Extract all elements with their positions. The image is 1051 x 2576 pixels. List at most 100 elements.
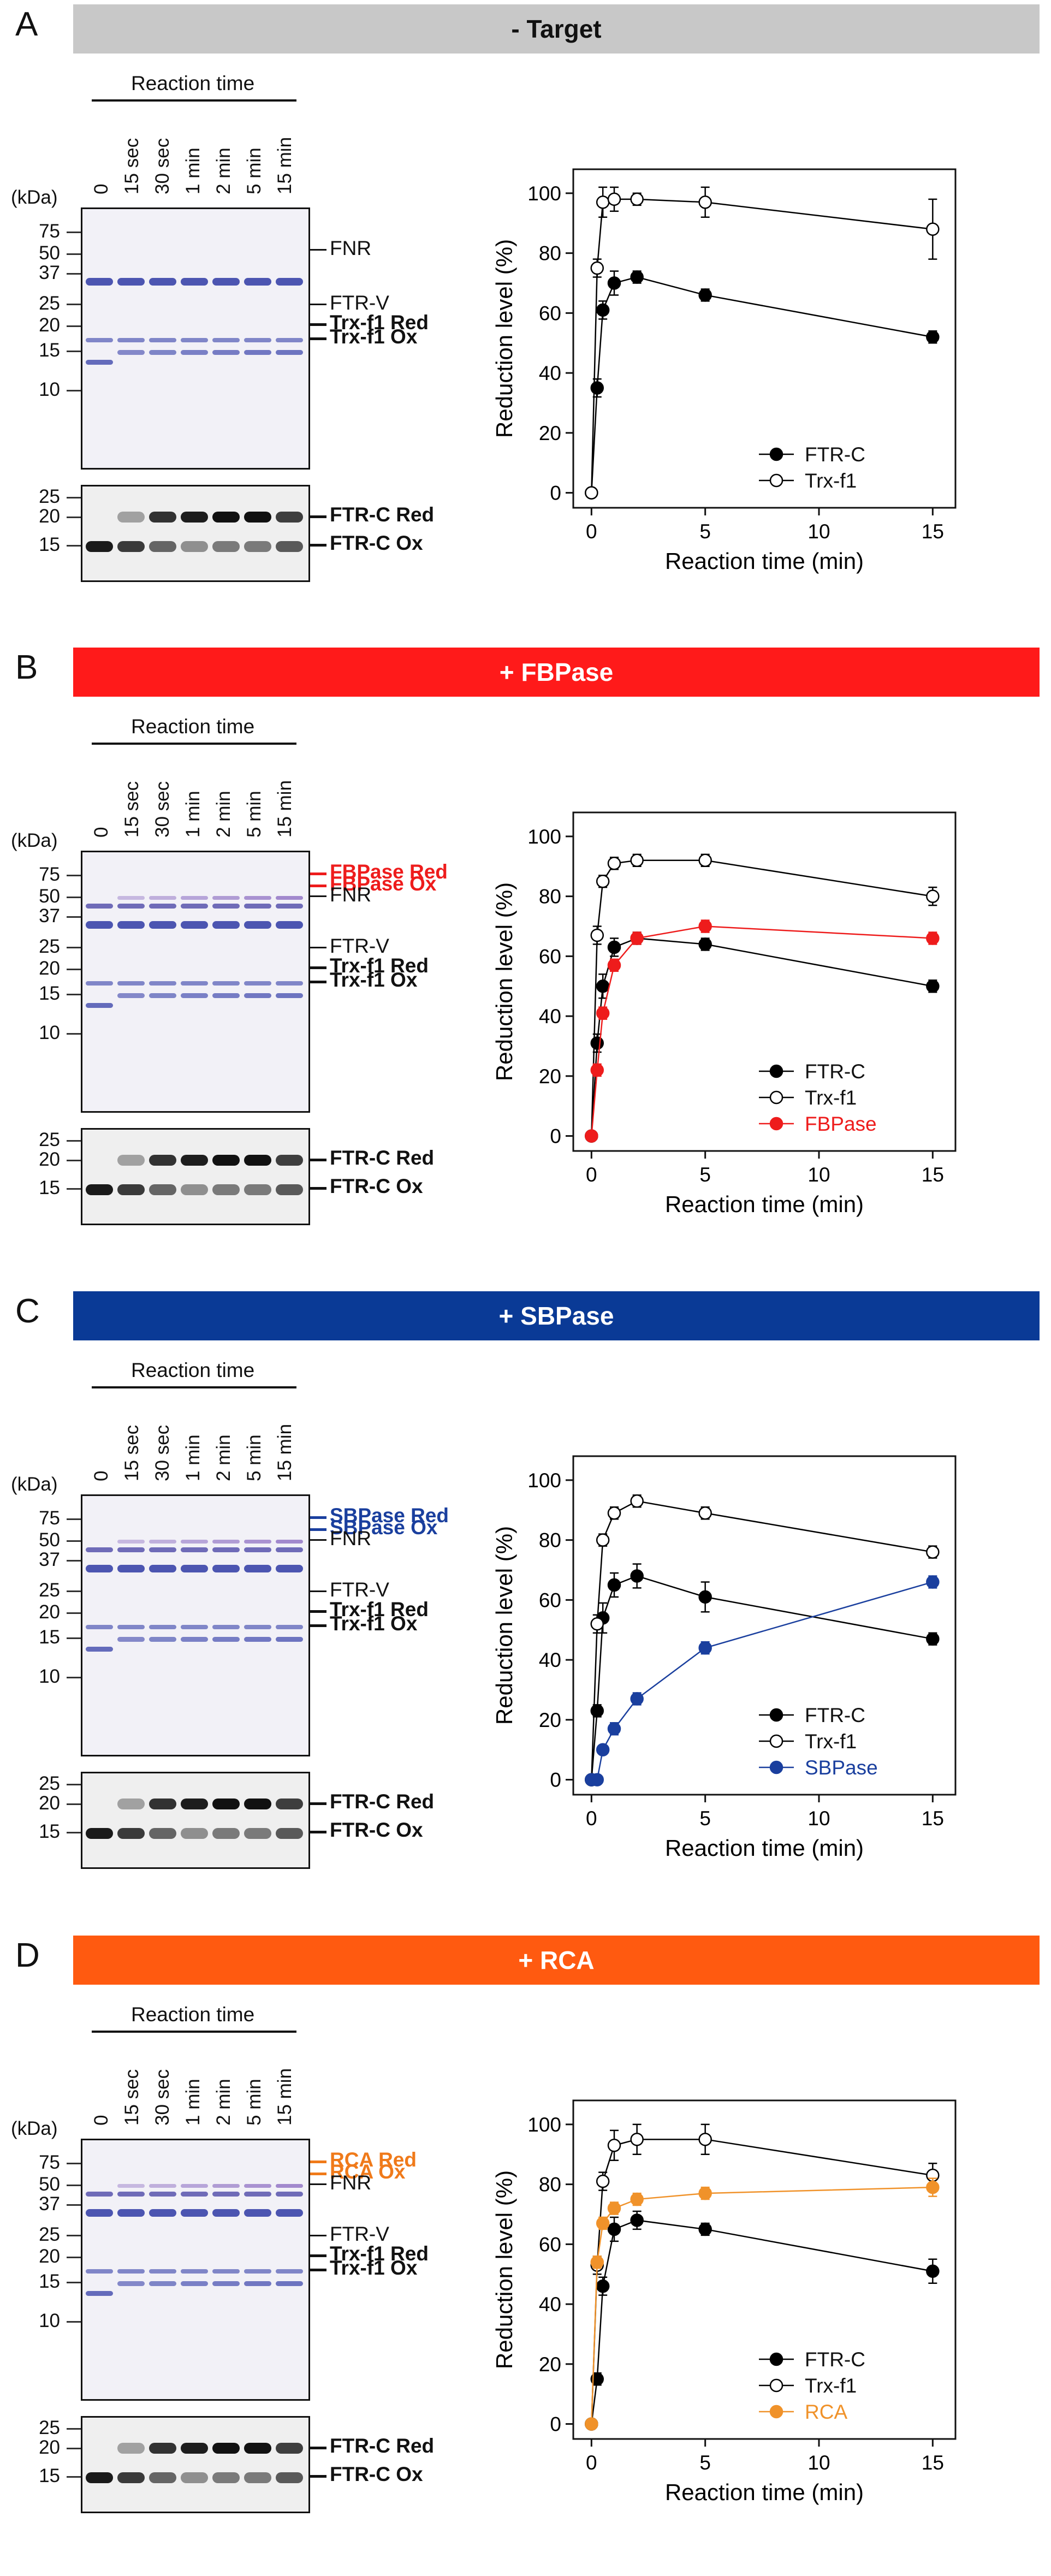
blot-mw-marker: 20 [8,1149,82,1171]
x-tick-label: 15 [922,2452,944,2474]
ftr-v-band [181,1625,208,1629]
gel-figure: Reaction time 0 15 sec 30 sec 1 min 2 min 5 mi… [0,1352,491,1926]
trx-red-band [181,993,208,998]
ftr-v-band [276,338,303,342]
data-point [630,2192,644,2206]
series-FBPase [585,919,940,1143]
data-point [590,261,604,275]
plot-frame [572,811,957,1152]
target-red-band [117,896,145,900]
y-tick-label: 20 [539,1065,561,1088]
y-tick-label: 80 [539,1529,561,1552]
data-point [926,1575,940,1589]
y-tick-label: 100 [527,826,561,848]
ftr-v-band [86,2269,113,2274]
data-point [607,276,621,290]
data-point [698,2186,712,2200]
band-tick [310,872,326,875]
ftr-c-red-band [181,512,208,523]
lane-label: 5 min [244,1434,265,1481]
band-label: FNR [330,2171,372,2194]
ftr-v-band [117,981,145,986]
panel-A: A - Target Reaction time 0 15 sec 30 sec 1 min… [0,0,1051,644]
data-point [698,2222,712,2236]
band-label: Trx-f1 Red [330,954,429,977]
mw-marker: 25 [8,1580,82,1601]
mw-marker: 15 [8,340,82,361]
mw-marker: 50 [8,1529,82,1551]
ftr-c-ox-band [117,1184,145,1195]
kda-label: (kDa) [11,830,58,851]
ftr-v-band [276,1625,303,1629]
data-point [630,270,644,284]
lane-label: 5 min [244,147,265,194]
panel-D: D + RCA Reaction time 0 15 sec 30 sec 1 min 2 m… [0,1931,1051,2575]
trx-red-band [117,2281,145,2286]
band-tick [310,2183,326,2185]
band-tick [310,1528,326,1531]
data-point [630,931,644,945]
legend-marker [769,1708,783,1722]
trx-red-band [212,2281,240,2286]
target-ox-band [276,904,303,909]
data-point [596,1006,610,1020]
band-tick [310,2269,326,2271]
ftr-v-band [117,1625,145,1629]
band-tick [310,2254,326,2257]
legend-marker [769,2405,783,2419]
series-Trx-f1 [585,853,940,1143]
ftr-v-band [181,981,208,986]
band-label: Trx-f1 Red [330,2242,429,2265]
lane-label: 30 sec [152,138,173,194]
ftr-c-red-band [212,2443,240,2454]
legend-marker [769,1117,783,1131]
data-point [630,1569,644,1583]
band-label: FNR [330,1527,372,1550]
trx-red-band [212,350,240,355]
blot-mw-marker: 15 [8,1821,82,1843]
band-tick [310,947,326,948]
blot-mw-marker: 25 [8,1773,82,1795]
trx-red-band [149,2281,176,2286]
target-ox-band [149,2192,176,2197]
band-tick [310,249,326,251]
coomassie-gel [81,851,310,1113]
target-ox-band [117,2192,145,2197]
lane-label: 0 [91,1470,112,1481]
fnr-band [212,278,240,286]
data-point [926,2264,940,2278]
x-tick-label: 10 [807,520,830,543]
panel-B: B + FBPase Reaction time 0 15 sec 30 sec 1 min… [0,643,1051,1287]
band-label: FTR-V [330,2223,389,2245]
legend-label: FTR-C [805,1060,865,1083]
gel-figure: Reaction time 0 15 sec 30 sec 1 min 2 min 5 mi… [0,709,491,1282]
legend-marker [769,2352,783,2366]
data-point [926,889,940,903]
series-line [591,2219,933,2424]
mw-marker: 75 [8,221,82,242]
trx-red-band [244,2281,271,2286]
mw-marker: 15 [8,1627,82,1648]
mw-marker: 20 [8,2246,82,2268]
data-point [590,2372,604,2386]
data-point [698,288,712,302]
lane-label: 0 [91,183,112,194]
trx-ox-band [86,2291,113,2296]
lane-label: 1 min [182,2079,204,2126]
ftr-c-red-band [149,512,176,523]
trx-red-band [276,2281,303,2286]
data-point [596,2174,610,2188]
data-point [698,1506,712,1520]
target-red-band [149,2184,176,2188]
fnr-band [276,2209,303,2217]
ftr-c-red-band [276,2443,303,2454]
band-label: FTR-V [330,292,389,314]
target-red-band [244,896,271,900]
blot-band-label: FTR-C Ox [330,532,423,554]
data-point [590,1773,604,1786]
data-point [596,979,610,993]
legend-marker [769,473,783,488]
ftr-c-ox-band [244,2472,271,2483]
data-point [607,1722,621,1736]
ftr-c-ox-band [149,1828,176,1839]
